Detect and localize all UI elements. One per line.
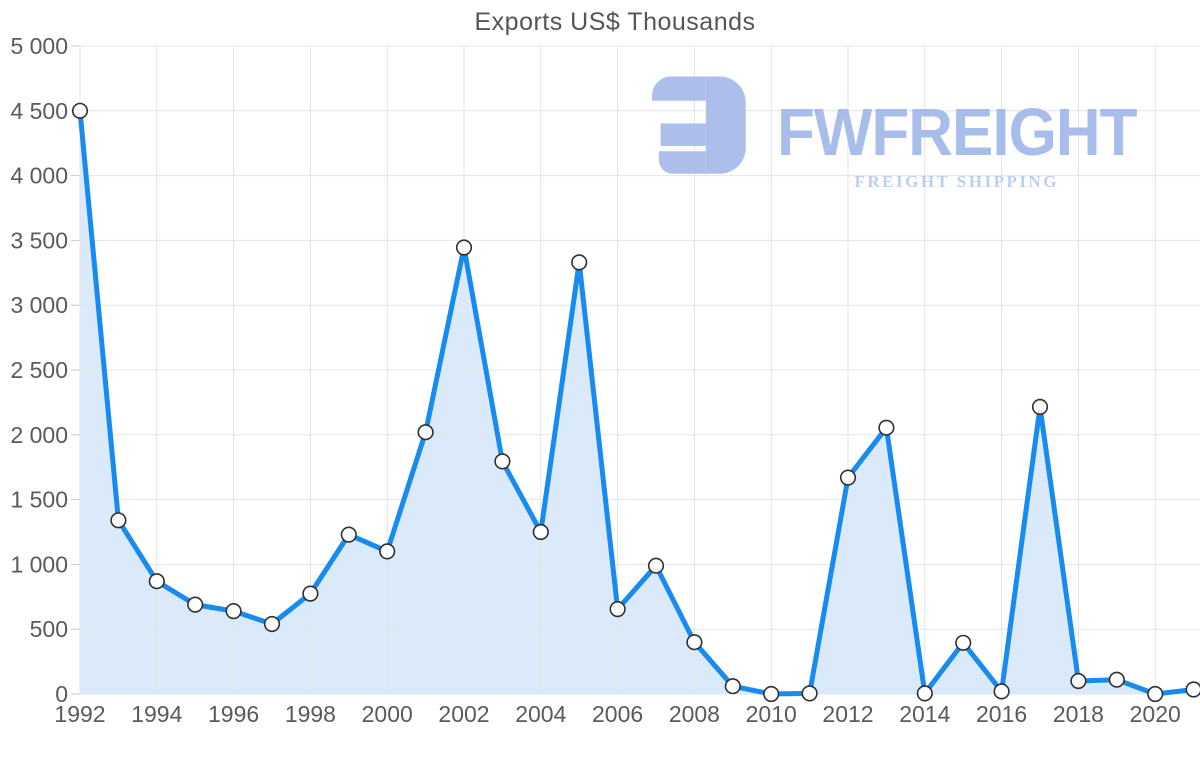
data-point-2004	[532, 523, 549, 541]
chart-title: Exports US$ Thousands	[474, 8, 756, 36]
data-point-2017	[1031, 398, 1049, 416]
data-point-1992	[71, 102, 89, 119]
y-axis-label: 2 000	[10, 422, 68, 448]
data-point-1997	[263, 615, 281, 633]
x-axis-label: 1998	[285, 701, 336, 727]
data-point-2006	[609, 600, 626, 618]
y-axis-label: 2 500	[10, 357, 68, 383]
x-axis-label: 2016	[976, 701, 1027, 727]
data-point-2012	[839, 469, 857, 486]
x-axis-label: 2006	[592, 701, 643, 727]
x-axis-label: 2014	[899, 701, 950, 727]
x-axis-label: 1994	[131, 701, 182, 727]
data-point-1993	[110, 512, 127, 529]
x-axis-label: 2010	[746, 701, 797, 727]
data-point-2003	[494, 453, 511, 470]
data-point-2002	[455, 239, 473, 256]
y-axis-label: 5 000	[10, 33, 68, 59]
series-area-fill	[80, 110, 1194, 695]
data-point-1998	[302, 585, 319, 602]
data-point-2018	[1070, 672, 1087, 690]
data-point-2021	[1185, 681, 1200, 698]
data-point-1996	[225, 602, 242, 620]
data-point-2001	[417, 424, 434, 441]
data-point-2010	[763, 685, 780, 703]
x-axis-label: 2002	[438, 701, 489, 727]
data-point-2008	[686, 634, 703, 651]
y-axis-label: 4 000	[10, 163, 68, 189]
x-axis-label: 2000	[362, 701, 413, 727]
data-point-2007	[647, 557, 665, 574]
x-axis-label: 2020	[1130, 701, 1181, 727]
data-point-1994	[148, 573, 165, 590]
y-axis-label: 0	[55, 681, 68, 707]
data-point-2014	[916, 685, 933, 702]
y-axis-label: 1 000	[10, 551, 68, 577]
data-point-2015	[955, 634, 972, 651]
x-axis-label: 2012	[822, 701, 873, 727]
data-point-2013	[878, 419, 895, 436]
data-point-2009	[724, 678, 741, 695]
x-axis-label: 2008	[669, 701, 720, 727]
data-point-2019	[1108, 671, 1125, 688]
data-point-1999	[340, 526, 357, 543]
x-axis-label: 1996	[208, 701, 259, 727]
x-axis-label: 2018	[1053, 701, 1104, 727]
y-axis-label: 3 000	[10, 292, 68, 318]
y-axis-label: 3 500	[10, 227, 68, 253]
y-axis-label: 4 500	[10, 98, 68, 124]
y-axis-label: 500	[30, 616, 68, 642]
data-point-1995	[187, 596, 204, 613]
data-point-2000	[379, 543, 396, 560]
data-point-2011	[801, 685, 818, 702]
data-point-2005	[571, 254, 588, 271]
x-axis-label: 2004	[515, 701, 566, 727]
y-axis-label: 1 500	[10, 487, 68, 513]
data-point-2020	[1147, 685, 1164, 703]
x-axis-label: 1992	[54, 701, 105, 727]
data-point-2016	[993, 683, 1010, 700]
